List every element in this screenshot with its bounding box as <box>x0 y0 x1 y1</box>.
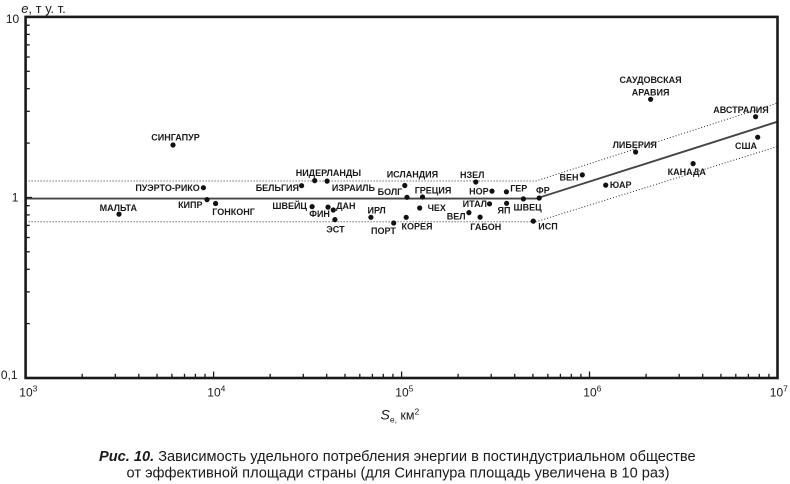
svg-text:ИЗРАИЛЬ: ИЗРАИЛЬ <box>332 183 376 193</box>
svg-text:КАНАДА: КАНАДА <box>668 167 707 177</box>
svg-text:e, т у. т.: e, т у. т. <box>21 1 66 16</box>
svg-text:АВСТРАЛИЯ: АВСТРАЛИЯ <box>713 105 769 115</box>
svg-text:ИТАЛ: ИТАЛ <box>463 199 487 209</box>
svg-text:ВЕН: ВЕН <box>559 173 578 183</box>
svg-text:104: 104 <box>207 384 225 400</box>
svg-text:МАЛЬТА: МАЛЬТА <box>100 203 138 213</box>
svg-text:НИДЕРЛАНДЫ: НИДЕРЛАНДЫ <box>296 168 362 178</box>
svg-text:СИНГАПУР: СИНГАПУР <box>151 133 199 143</box>
svg-text:ПУЭРТО-РИКО: ПУЭРТО-РИКО <box>135 183 199 193</box>
svg-text:105: 105 <box>395 384 413 400</box>
svg-text:103: 103 <box>19 384 37 400</box>
svg-text:107: 107 <box>770 384 788 400</box>
svg-text:США: США <box>735 141 758 151</box>
svg-text:ДАН: ДАН <box>336 201 355 211</box>
svg-text:Sе, км2: Sе, км2 <box>381 407 420 425</box>
svg-text:НОР: НОР <box>469 187 489 197</box>
svg-text:ПОРТ: ПОРТ <box>371 226 396 236</box>
svg-text:106: 106 <box>583 384 601 400</box>
svg-text:ГОНКОНГ: ГОНКОНГ <box>212 207 255 217</box>
svg-text:10: 10 <box>6 12 20 26</box>
svg-text:ИСЛАНДИЯ: ИСЛАНДИЯ <box>387 170 438 180</box>
svg-text:ФР: ФР <box>536 186 550 196</box>
svg-text:ЮАР: ЮАР <box>610 180 632 190</box>
svg-text:НЗЕЛ: НЗЕЛ <box>460 170 484 180</box>
svg-text:ШВЕЦ: ШВЕЦ <box>514 202 543 212</box>
svg-text:ГЕР: ГЕР <box>510 183 527 193</box>
svg-text:КИПР: КИПР <box>178 200 202 210</box>
svg-text:1: 1 <box>12 190 19 204</box>
svg-text:БОЛГ: БОЛГ <box>378 187 403 197</box>
svg-text:от эффективной площади страны: от эффективной площади страны (для Синга… <box>127 465 670 481</box>
svg-text:ЯП: ЯП <box>498 206 511 216</box>
svg-text:ГАБОН: ГАБОН <box>470 222 501 232</box>
svg-text:ИРЛ: ИРЛ <box>367 206 385 216</box>
svg-text:БЕЛЬГИЯ: БЕЛЬГИЯ <box>256 183 299 193</box>
svg-text:Рис. 10. Зависимость удельного: Рис. 10. Зависимость удельного потреблен… <box>99 449 696 465</box>
svg-text:ШВЕЙЦ: ШВЕЙЦ <box>272 200 307 211</box>
svg-text:ФИН: ФИН <box>309 209 330 219</box>
svg-text:САУДОВСКАЯ: САУДОВСКАЯ <box>620 75 682 85</box>
svg-text:ВЕЛ: ВЕЛ <box>447 211 466 221</box>
svg-text:0,1: 0,1 <box>1 368 18 382</box>
svg-text:КОРЕЯ: КОРЕЯ <box>402 222 433 232</box>
svg-text:ГРЕЦИЯ: ГРЕЦИЯ <box>415 186 452 196</box>
svg-text:ЭСТ: ЭСТ <box>326 224 345 234</box>
svg-text:АРАВИЯ: АРАВИЯ <box>632 88 670 98</box>
svg-text:ИСП: ИСП <box>538 221 557 231</box>
svg-text:ЛИБЕРИЯ: ЛИБЕРИЯ <box>613 140 657 150</box>
svg-text:ЧЕХ: ЧЕХ <box>428 203 446 213</box>
